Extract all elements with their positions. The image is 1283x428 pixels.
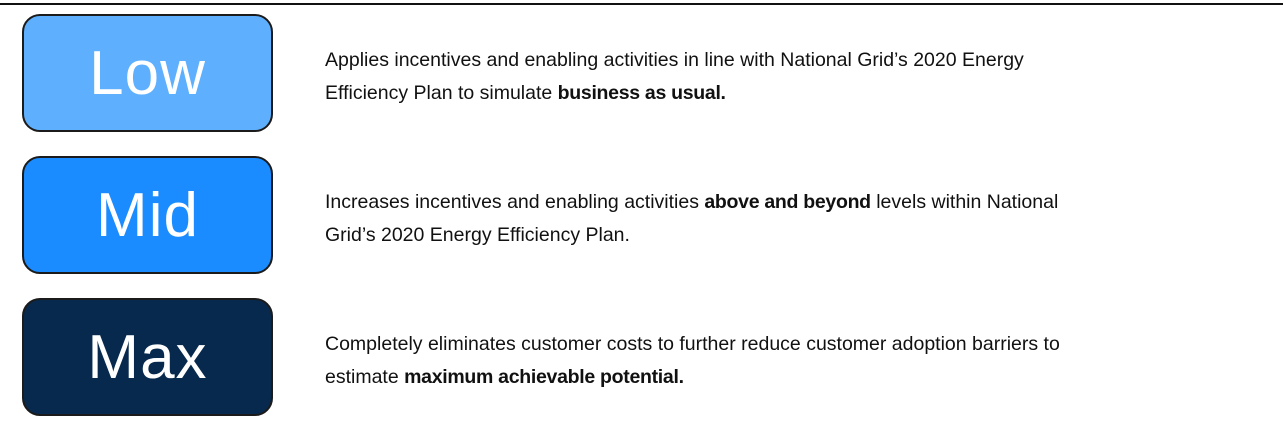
scenario-row: Low Applies incentives and enabling activ…: [22, 14, 1262, 132]
emphasis-text: maximum achievable potential.: [404, 366, 684, 388]
text: Applies incentives and enabling activiti…: [325, 49, 1024, 71]
emphasis-text: business as usual.: [557, 82, 726, 104]
scenario-description: Applies incentives and enabling activiti…: [325, 44, 1024, 110]
description-line: Increases incentives and enabling activi…: [325, 186, 1058, 219]
description-line: Applies incentives and enabling activiti…: [325, 44, 1024, 77]
scenario-label: Mid: [22, 156, 273, 274]
scenario-label: Low: [22, 14, 273, 132]
text: levels within National: [870, 191, 1059, 213]
scenario-description: Increases incentives and enabling activi…: [325, 186, 1058, 252]
description-line: Completely eliminates customer costs to …: [325, 328, 1060, 361]
description-line: Grid’s 2020 Energy Efficiency Plan.: [325, 219, 1058, 252]
emphasis-text: above and beyond: [704, 191, 871, 213]
scenario-row: Max Completely eliminates customer costs …: [22, 298, 1262, 416]
description-line: Efficiency Plan to simulate business as …: [325, 77, 1024, 110]
text: Grid’s 2020 Energy Efficiency Plan.: [325, 224, 630, 246]
text: estimate: [325, 366, 405, 388]
description-line: estimate maximum achievable potential.: [325, 361, 1060, 394]
text: Efficiency Plan to simulate: [325, 82, 558, 104]
top-rule: [0, 3, 1283, 5]
text: Increases incentives and enabling activi…: [325, 191, 705, 213]
scenario-label: Max: [22, 298, 273, 416]
scenario-row: Mid Increases incentives and enabling act…: [22, 156, 1262, 274]
scenario-description: Completely eliminates customer costs to …: [325, 328, 1060, 394]
text: Completely eliminates customer costs to …: [325, 333, 1060, 355]
